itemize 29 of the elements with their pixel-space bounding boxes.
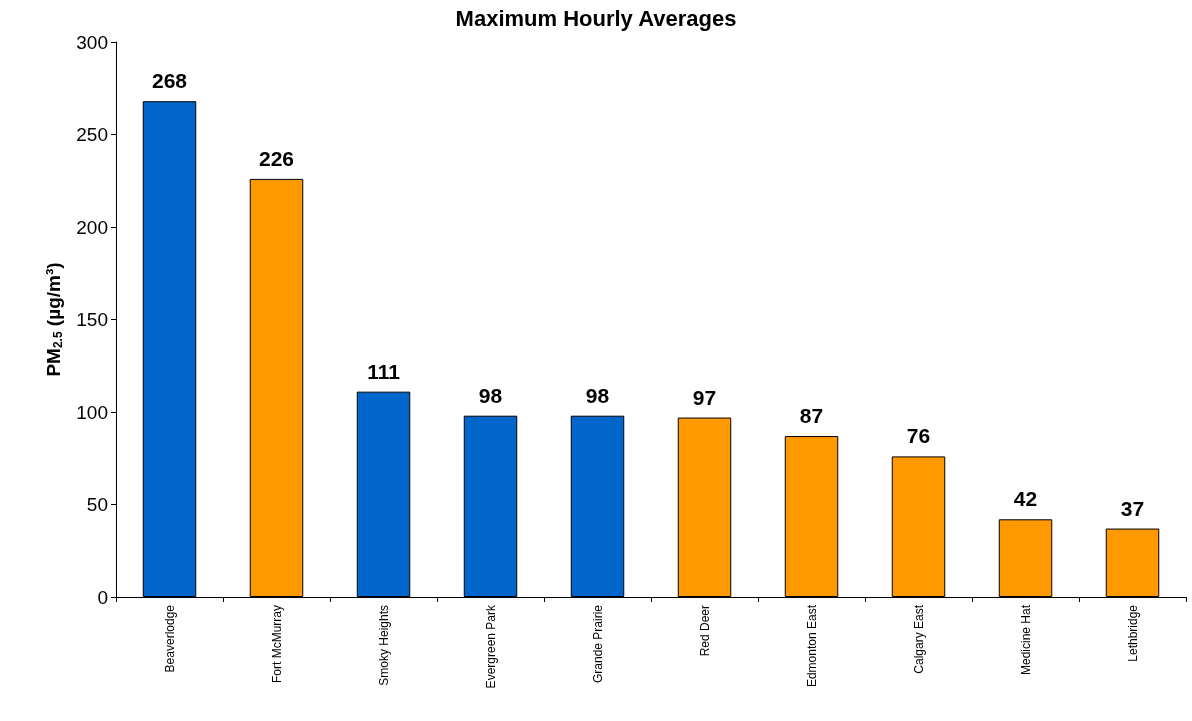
y-tick-label: 50 [86,494,108,515]
x-tick-label: Edmonton East [804,604,819,688]
x-tick-label: Lethbridge [1125,604,1140,662]
y-tick-label: 0 [97,586,108,608]
data-label: 226 [258,146,295,170]
data-label: 87 [799,404,824,428]
y-tick-label: 250 [76,124,108,145]
x-tick-label: Grande Prairie [590,604,605,684]
x-tick-label: Evergreen Park [483,604,498,689]
data-label: 42 [1013,487,1038,511]
y-tick-label: 300 [76,31,108,53]
y-tick-label: 200 [76,216,108,238]
data-label: 111 [367,359,401,383]
y-tick-label: 150 [76,309,108,330]
x-tick-label: Beaverlodge [162,604,177,673]
x-tick-label: Fort McMurray [269,605,284,683]
x-tick-label: Red Deer [697,605,712,657]
data-label: 268 [151,69,188,93]
data-label: 98 [585,383,610,407]
data-label: 76 [906,424,931,448]
data-label: 98 [478,383,503,407]
y-axis-title: PM2.5 (µg/m³) [42,262,65,377]
x-tick-label: Smoky Heights [376,605,391,686]
y-tick-label: 100 [76,401,108,423]
x-tick-label: Calgary East [911,604,926,674]
data-label: 37 [1120,496,1145,520]
x-tick-label: Medicine Hat [1018,604,1033,676]
data-label: 97 [692,385,717,409]
chart-title: Maximum Hourly Averages [455,5,737,31]
